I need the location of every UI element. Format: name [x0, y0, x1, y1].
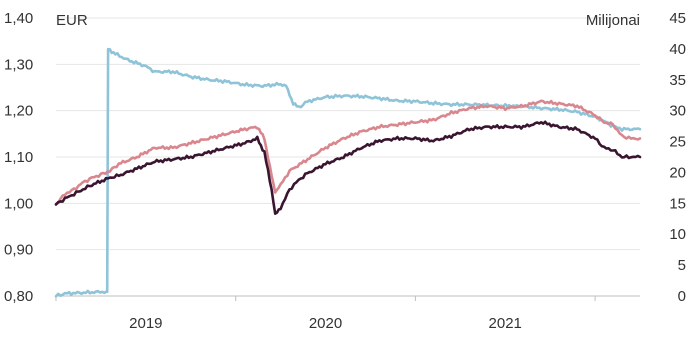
x-tick-label: 2020 — [309, 315, 342, 332]
left-tick-label: 1,30 — [4, 56, 33, 73]
right-tick-label: 5 — [678, 257, 686, 274]
x-axis: 2019 2020 2021 — [55, 296, 596, 332]
right-axis-unit: Milijonai — [586, 12, 640, 29]
left-tick-label: 1,40 — [4, 10, 33, 27]
right-tick-label: 30 — [669, 103, 686, 120]
grid-lines — [56, 17, 640, 297]
right-tick-label: 10 — [669, 226, 686, 243]
series-line-3 — [54, 120, 642, 215]
left-axis-unit: EUR — [56, 12, 88, 29]
series-line-2 — [54, 99, 642, 206]
left-tick-label: 0,80 — [4, 288, 33, 305]
left-tick-label: 1,20 — [4, 103, 33, 120]
left-tick-label: 1,10 — [4, 149, 33, 166]
right-tick-label: 40 — [669, 41, 686, 58]
x-tick-label: 2019 — [129, 315, 162, 332]
series-line-1 — [54, 47, 642, 298]
left-tick-label: 1,00 — [4, 195, 33, 212]
right-tick-label: 45 — [669, 10, 686, 27]
x-tick-label: 2021 — [489, 315, 522, 332]
right-tick-label: 25 — [669, 134, 686, 151]
right-axis: 0 5 10 15 20 25 30 35 40 45 — [669, 10, 686, 305]
right-tick-label: 20 — [669, 164, 686, 181]
series-lines — [54, 47, 642, 298]
right-tick-label: 35 — [669, 72, 686, 89]
right-tick-label: 15 — [669, 195, 686, 212]
left-tick-label: 0,90 — [4, 242, 33, 259]
right-tick-label: 0 — [678, 288, 686, 305]
left-axis: 0,80 0,90 1,00 1,10 1,20 1,30 1,40 — [4, 10, 33, 305]
